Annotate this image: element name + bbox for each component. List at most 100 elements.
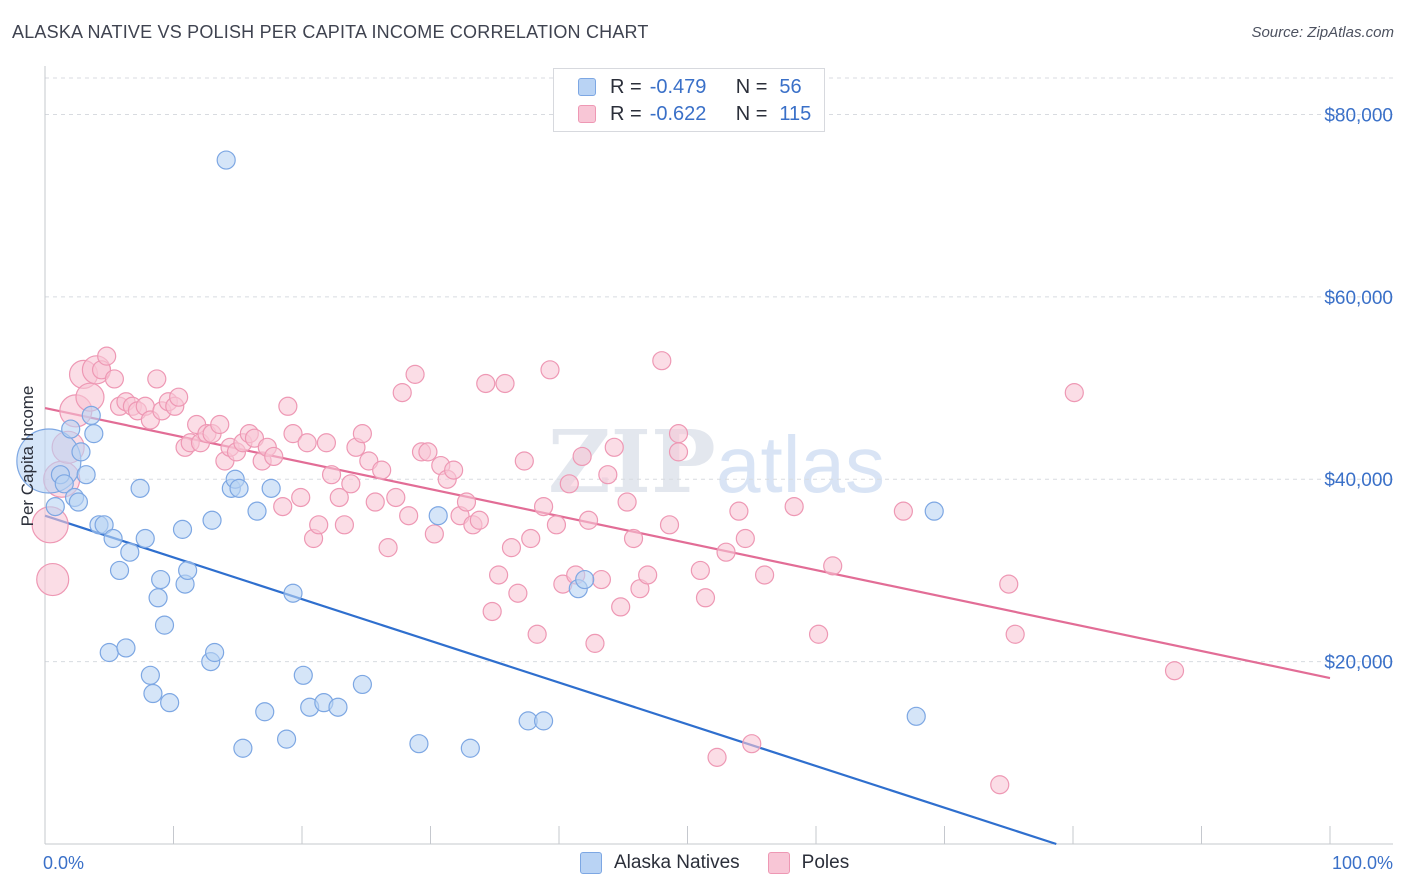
alaska-natives-point (130, 478, 150, 498)
alaska-natives-point (135, 528, 155, 549)
gridlines (45, 77, 1393, 663)
y-tick-label: $80,000 (1324, 105, 1393, 126)
alaska-natives-point (160, 693, 180, 713)
poles-point (754, 565, 775, 585)
alaska-natives-point (154, 615, 175, 635)
poles-point (399, 506, 419, 526)
poles-point (147, 369, 167, 389)
poles-point (623, 528, 644, 549)
poles-point (598, 465, 618, 485)
r-value: -0.479 (649, 75, 707, 98)
alaska-natives-point (293, 665, 313, 685)
n-value: 115 (779, 102, 812, 125)
legend-swatch-blue (580, 852, 602, 874)
poles-point (316, 433, 337, 453)
series-legend: Alaska Natives Poles (580, 852, 877, 874)
alaska-natives-point (276, 729, 297, 749)
x-tick-label: 0.0% (43, 853, 84, 873)
legend-swatch-blue (578, 78, 596, 96)
data-points (16, 150, 1185, 795)
legend-item-alaska-natives: Alaska Natives (580, 852, 740, 874)
alaska-natives-point (76, 465, 96, 485)
x-tick-label: 100.0% (1332, 853, 1393, 873)
alaska-natives-point (229, 478, 249, 498)
y-tick-label: $20,000 (1324, 653, 1393, 674)
poles-point (352, 424, 372, 444)
alaska-natives-point (71, 442, 91, 462)
alaska-natives-point (428, 506, 448, 526)
alaska-natives-point (84, 424, 104, 444)
y-tick-label: $40,000 (1324, 470, 1393, 491)
poles-point (469, 510, 489, 530)
poles-point (456, 492, 477, 512)
poles-point (716, 542, 736, 562)
poles-point (604, 437, 624, 457)
alaska-natives-point (151, 569, 171, 590)
poles-point (611, 597, 631, 617)
poles-point (1005, 624, 1025, 644)
stats-legend: R = -0.479 N = 56 R = -0.622 N = 115 (553, 68, 825, 132)
poles-point (668, 442, 689, 462)
poles-point (264, 446, 284, 467)
poles-point (372, 460, 392, 480)
poles-point (735, 528, 755, 549)
r-label: R = (610, 75, 642, 98)
alaska-natives-point (283, 583, 303, 603)
alaska-natives-point (109, 560, 130, 581)
poles-point (365, 492, 385, 512)
alaska-natives-point (116, 638, 136, 658)
poles-point (638, 565, 658, 585)
r-label: R = (610, 102, 642, 125)
alaska-natives-point (172, 519, 193, 539)
poles-point (424, 524, 444, 544)
poles-point (405, 364, 425, 384)
alaska-natives-point (120, 542, 140, 562)
alaska-natives-point (202, 510, 222, 530)
alaska-natives-point (233, 738, 253, 758)
tick-labels: $20,000 $40,000 $60,000 $80,000 0.0% 100.0% (43, 105, 1393, 873)
poles-point (578, 510, 599, 530)
poles-point (210, 414, 230, 435)
legend-swatch-pink (767, 852, 790, 874)
poles-point (418, 442, 438, 462)
poles-point (444, 460, 464, 480)
poles-point (97, 346, 117, 366)
alaska-natives-trend-line (44, 514, 1057, 846)
legend-row-poles: R = -0.622 N = 115 (578, 101, 811, 127)
poles-point (591, 569, 612, 590)
alaska-natives-point (99, 642, 119, 663)
poles-point (1064, 383, 1084, 403)
poles-point (527, 624, 547, 644)
poles-point (476, 373, 496, 394)
poles-point (291, 487, 311, 508)
alaska-natives-point (460, 738, 480, 758)
legend-label: Poles (801, 852, 850, 873)
poles-point (278, 396, 298, 416)
poles-point (321, 465, 342, 485)
legend-row-alaska-natives: R = -0.479 N = 56 (578, 74, 802, 100)
poles-point (784, 496, 804, 517)
alaska-natives-point (575, 569, 595, 590)
poles-point (893, 501, 913, 521)
y-tick-label: $60,000 (1324, 288, 1393, 309)
poles-point (546, 515, 567, 535)
n-value: 56 (779, 75, 802, 98)
watermark-atlas: atlas (716, 420, 885, 509)
poles-point (329, 487, 349, 508)
alaska-natives-point (409, 734, 429, 754)
alaska-natives-point (143, 683, 163, 704)
poles-point (617, 492, 637, 512)
poles-point (690, 560, 710, 581)
poles-point (309, 515, 329, 535)
poles-point (489, 565, 509, 585)
alaska-natives-point (924, 501, 944, 521)
y-axis-label: Per Capita Income (18, 385, 37, 527)
poles-point (742, 734, 762, 754)
poles-point (540, 360, 560, 380)
poles-point (999, 574, 1019, 594)
poles-point (521, 528, 541, 549)
alaska-natives-point (247, 501, 267, 521)
poles-point (36, 562, 70, 597)
alaska-natives-point (68, 492, 89, 512)
